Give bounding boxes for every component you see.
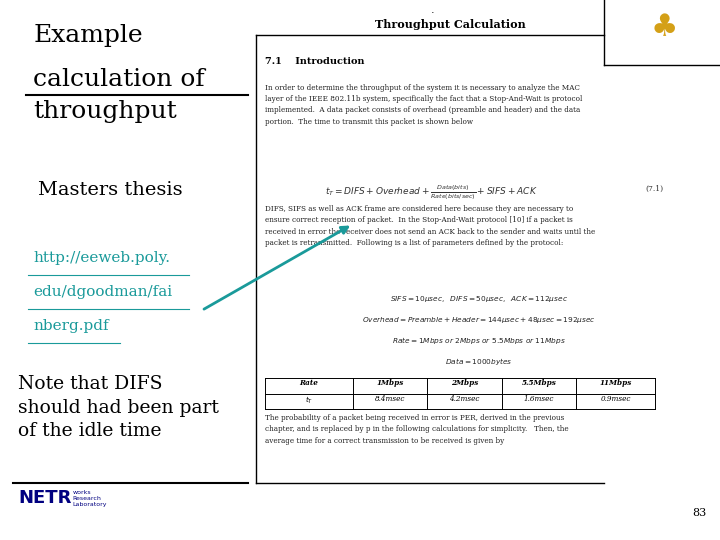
Text: 83: 83 xyxy=(692,508,706,518)
Text: NETR: NETR xyxy=(18,489,71,507)
Text: DIFS, SIFS as well as ACK frame are considered here because they are necessary t: DIFS, SIFS as well as ACK frame are cons… xyxy=(265,205,595,247)
Text: ·: · xyxy=(431,8,434,18)
Text: 1Mbps: 1Mbps xyxy=(377,379,404,387)
Text: calculation of: calculation of xyxy=(33,68,205,91)
Text: $Rate = 1Mbps\ or\ 2Mbps\ or\ 5.5Mbps\ or\ 11Mbps$: $Rate = 1Mbps\ or\ 2Mbps\ or\ 5.5Mbps\ o… xyxy=(392,335,565,346)
Text: 4.2msec: 4.2msec xyxy=(449,395,480,403)
Text: throughput: throughput xyxy=(33,100,177,123)
Text: Note that DIFS
should had been part
of the idle time: Note that DIFS should had been part of t… xyxy=(18,375,219,441)
Text: Example: Example xyxy=(33,24,143,48)
Text: 8.4msec: 8.4msec xyxy=(375,395,405,403)
Text: $SIFS = 10\mu sec ,\ \ DIFS = 50\mu sec ,\ \ ACK = 112\mu sec$: $SIFS = 10\mu sec ,\ \ DIFS = 50\mu sec … xyxy=(390,294,567,305)
Text: works
Research
Laboratory: works Research Laboratory xyxy=(73,490,107,507)
Text: 5.5Mbps: 5.5Mbps xyxy=(521,379,557,387)
Text: Rate: Rate xyxy=(300,379,318,387)
Text: Masters thesis: Masters thesis xyxy=(38,181,183,199)
Text: $t_T = DIFS + Overhead + \frac{Data(bits)}{Rate(bits/sec)} + SIFS + ACK$: $t_T = DIFS + Overhead + \frac{Data(bits… xyxy=(325,184,538,202)
Text: $t_T$: $t_T$ xyxy=(305,395,313,407)
Text: $Data = 1000bytes$: $Data = 1000bytes$ xyxy=(445,356,513,367)
Text: http://eeweb.poly.: http://eeweb.poly. xyxy=(33,251,170,265)
Text: nberg.pdf: nberg.pdf xyxy=(33,319,109,333)
Text: 0.9msec: 0.9msec xyxy=(600,395,631,403)
Text: The probability of a packet being received in error is PER, derived in the previ: The probability of a packet being receiv… xyxy=(265,414,569,445)
Text: 7.1    Introduction: 7.1 Introduction xyxy=(265,57,364,66)
Text: 2Mbps: 2Mbps xyxy=(451,379,478,387)
Text: edu/dgoodman/fai: edu/dgoodman/fai xyxy=(33,285,172,299)
Text: (7.1): (7.1) xyxy=(646,185,664,193)
Text: 11Mbps: 11Mbps xyxy=(599,379,631,387)
Text: In order to determine the throughput of the system it is necessary to analyze th: In order to determine the throughput of … xyxy=(265,84,582,126)
Text: 1.6msec: 1.6msec xyxy=(523,395,554,403)
Text: $Overhead = Preamble + Header = 144\mu sec + 48\mu sec = 192\mu sec$: $Overhead = Preamble + Header = 144\mu s… xyxy=(361,315,595,325)
Text: ♣: ♣ xyxy=(651,14,678,43)
Text: Throughput Calculation: Throughput Calculation xyxy=(375,19,526,30)
